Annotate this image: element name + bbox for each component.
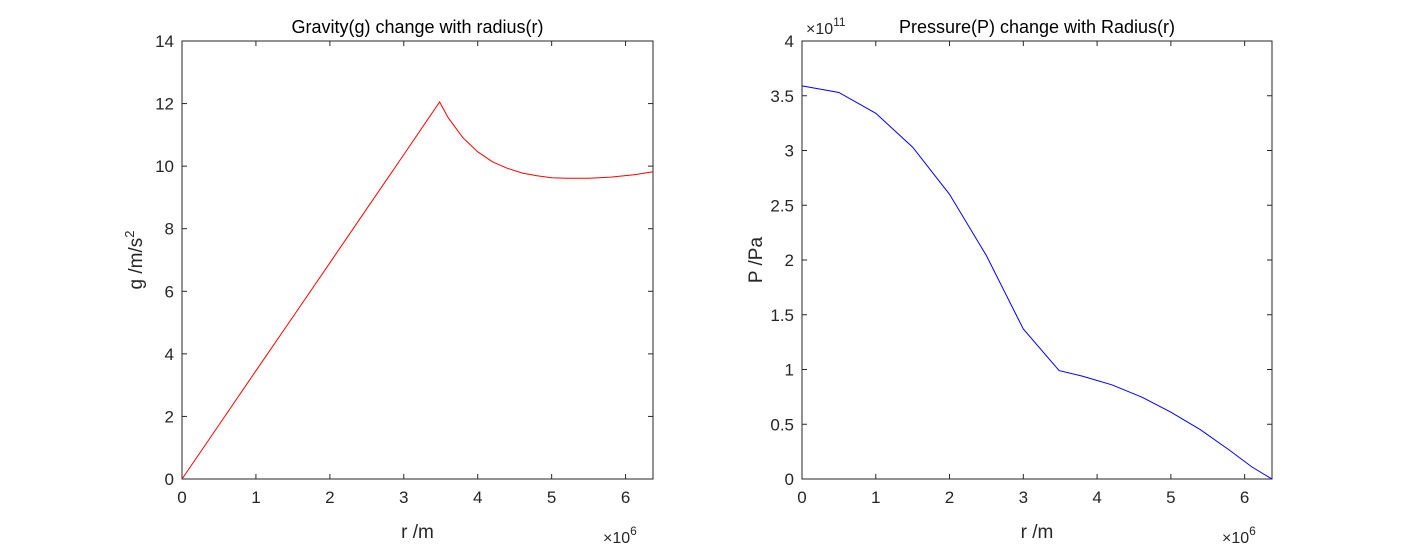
right-chart-title: Pressure(P) change with Radius(r) <box>899 17 1175 37</box>
left-xtick-label: 0 <box>177 488 186 507</box>
right-xtick-label: 2 <box>945 488 954 507</box>
right-y-exponent-power: 11 <box>833 15 846 29</box>
right-xtick-label: 5 <box>1166 488 1175 507</box>
left-y-axis-label-superscript: 2 <box>122 231 137 238</box>
left-xtick-label: 2 <box>325 488 334 507</box>
right-ytick-label: 4 <box>785 32 794 51</box>
right-xtick-label: 6 <box>1240 488 1249 507</box>
right-xtick-label: 0 <box>797 488 806 507</box>
right-series-line <box>801 85 1273 480</box>
right-x-exponent-power: 6 <box>1249 524 1256 538</box>
left-xtick-label: 5 <box>547 488 556 507</box>
right-ytick-label: 0.5 <box>770 415 794 434</box>
left-ytick-label: 12 <box>155 95 174 114</box>
left-chart-title: Gravity(g) change with radius(r) <box>291 17 543 37</box>
left-x-exponent-power: 6 <box>630 524 637 538</box>
right-y-exponent: ×1011 <box>806 15 846 38</box>
right-xtick-label: 4 <box>1092 488 1101 507</box>
right-x-exponent-base: ×10 <box>1222 530 1249 547</box>
right-ytick-label: 3.5 <box>770 87 794 106</box>
right-x-exponent: ×106 <box>1222 524 1256 547</box>
right-y-axis-label-text: P /Pa <box>746 237 767 284</box>
right-ytick-label: 2.5 <box>770 196 794 215</box>
right-ytick-label: 3 <box>785 142 794 161</box>
right-x-axis-label: r /m <box>1021 522 1054 543</box>
left-ytick-label: 6 <box>165 282 174 301</box>
left-ytick-label: 14 <box>155 32 174 51</box>
left-x-exponent-base: ×10 <box>603 530 630 547</box>
left-series-line <box>181 101 654 480</box>
right-plot-area <box>801 40 1273 480</box>
left-ytick-label: 8 <box>165 220 174 239</box>
left-xtick-label: 6 <box>621 488 630 507</box>
right-ytick-label: 1 <box>785 361 794 380</box>
left-ytick-label: 0 <box>165 470 174 489</box>
left-ytick-label: 4 <box>165 345 174 364</box>
right-y-axis-label: P /Pa <box>746 237 767 284</box>
left-y-axis-label-text: g /m/s <box>126 238 147 290</box>
left-y-axis-label: g /m/s2 <box>122 231 147 290</box>
left-plot-area <box>181 40 654 480</box>
right-ytick-label: 1.5 <box>770 306 794 325</box>
right-chart: 0 1 2 3 4 5 6 0 0.5 1 1.5 2 2.5 3 3.5 4 Pressure(P) chan… <box>746 15 1273 547</box>
right-ytick-label: 0 <box>785 470 794 489</box>
right-y-exponent-base: ×10 <box>806 21 833 38</box>
right-xtick-label: 1 <box>871 488 880 507</box>
left-xtick-label: 3 <box>399 488 408 507</box>
left-x-axis-label: r /m <box>401 522 434 543</box>
left-ytick-label: 10 <box>155 157 174 176</box>
left-ytick-label: 2 <box>165 407 174 426</box>
right-xtick-label: 3 <box>1019 488 1028 507</box>
left-xtick-label: 1 <box>251 488 260 507</box>
left-x-exponent: ×106 <box>603 524 637 547</box>
left-xtick-label: 4 <box>473 488 482 507</box>
right-ytick-label: 2 <box>785 251 794 270</box>
